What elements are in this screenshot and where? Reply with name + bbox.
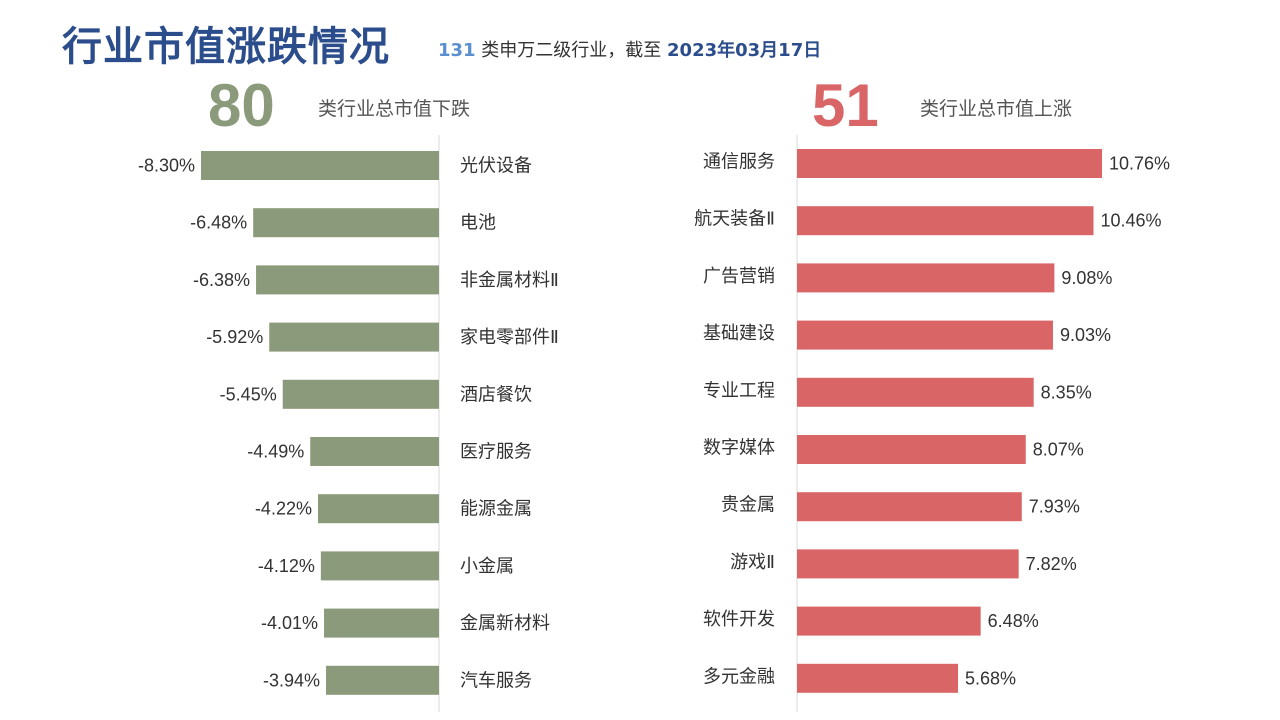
as-of-date: 2023年03月17日 [667,40,822,61]
decline-category-label: 汽车服务 [460,670,532,691]
gain-value-label: 9.03% [1060,325,1111,345]
decline-bar [269,322,439,352]
gain-value-label: 7.93% [1029,497,1080,517]
gain-chart: 10.76% 通信服务 10.46% 航天装备Ⅱ 9.08% 广告营销 9.03% 基础建设 8… [694,135,1170,712]
decline-bar [324,608,439,638]
decline-bar [253,208,439,238]
gain-value-label: 5.68% [965,668,1016,688]
decline-category-label: 医疗服务 [460,442,532,463]
gain-category-label: 游戏Ⅱ [730,552,775,573]
gain-value-label: 8.35% [1041,382,1092,402]
gain-category-label: 贵金属 [721,495,775,516]
decline-bar [317,494,439,524]
gain-category-label: 专业工程 [703,380,775,401]
decline-value-label: -4.22% [255,499,312,519]
gain-bar [797,549,1019,579]
gain-value-label: 10.46% [1100,211,1161,231]
subtitle-text: 类申万二级行业，截至 [475,40,668,61]
gain-bar [797,377,1034,407]
decline-category-label: 非金属材料Ⅱ [460,270,559,291]
gain-value-label: 9.08% [1061,268,1112,288]
up-caption: 类行业总市值上涨 [920,98,1073,120]
decline-chart: -8.30% 光伏设备 -6.48% 电池 -6.38% 非金属材料Ⅱ -5.92% 家电零部… [138,135,559,712]
decline-value-label: -6.38% [193,270,250,290]
up-count: 51 [812,72,879,139]
gain-bar [797,320,1053,350]
gain-category-label: 多元金融 [703,666,775,687]
decline-value-label: -5.92% [206,327,263,347]
decline-value-label: -3.94% [263,670,320,690]
decline-bar [201,151,439,180]
down-count: 80 [208,72,275,139]
down-caption: 类行业总市值下跌 [318,98,471,120]
decline-bar [320,551,439,581]
decline-category-label: 电池 [460,213,496,234]
decline-category-label: 金属新材料 [460,613,550,634]
decline-category-label: 小金属 [460,556,514,577]
decline-bar [310,437,439,466]
decline-value-label: -4.01% [261,613,318,633]
decline-category-label: 光伏设备 [460,156,532,177]
decline-value-label: -6.48% [190,213,247,233]
gain-category-label: 广告营销 [703,266,775,287]
decline-value-label: -8.30% [138,156,195,176]
gain-value-label: 8.07% [1033,440,1084,460]
gain-bar [797,149,1102,178]
gain-category-label: 软件开发 [703,609,775,630]
decline-category-label: 能源金属 [460,499,532,520]
industry-count: 131 [438,40,476,61]
page-title: 行业市值涨跌情况 [62,24,390,70]
decline-category-label: 酒店餐饮 [460,384,532,405]
decline-value-label: -4.12% [258,556,315,576]
gain-bar [797,206,1094,236]
decline-bar [326,665,439,695]
gain-category-label: 数字媒体 [703,438,775,459]
gain-value-label: 6.48% [988,611,1039,631]
gain-bar [797,492,1022,522]
decline-bar [282,379,439,409]
page-subtitle: 131 类申万二级行业，截至 2023年03月17日 [438,36,821,62]
gain-bar [797,263,1055,293]
gain-bar [797,435,1026,464]
gain-value-label: 7.82% [1026,554,1077,574]
gain-bar [797,606,981,636]
decline-value-label: -4.49% [247,442,304,462]
gain-category-label: 航天装备Ⅱ [694,209,775,230]
gain-category-label: 基础建设 [703,323,775,344]
decline-category-label: 家电零部件Ⅱ [460,327,559,348]
decline-bar [256,265,439,295]
gain-category-label: 通信服务 [703,152,775,173]
gain-bar [797,663,959,693]
gain-value-label: 10.76% [1109,154,1170,174]
decline-value-label: -5.45% [220,384,277,404]
